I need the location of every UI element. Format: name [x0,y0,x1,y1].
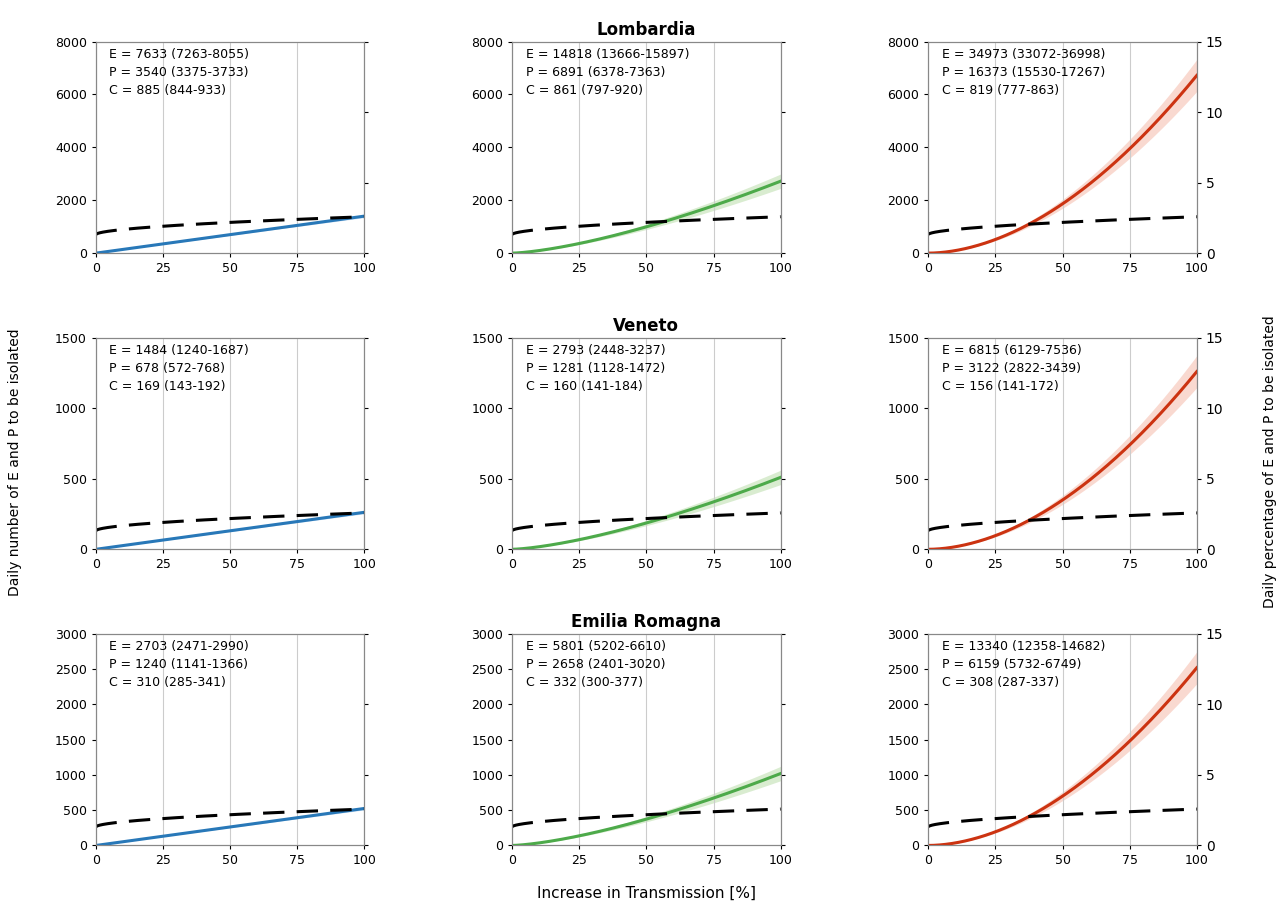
Text: E = 7633 (7263-8055)
P = 3540 (3375-3733)
C = 885 (844-933): E = 7633 (7263-8055) P = 3540 (3375-3733… [109,48,250,97]
Text: E = 34973 (33072-36998)
P = 16373 (15530-17267)
C = 819 (777-863): E = 34973 (33072-36998) P = 16373 (15530… [942,48,1105,97]
Text: E = 2793 (2448-3237)
P = 1281 (1128-1472)
C = 160 (141-184): E = 2793 (2448-3237) P = 1281 (1128-1472… [526,344,666,393]
Text: E = 5801 (5202-6610)
P = 2658 (2401-3020)
C = 332 (300-377): E = 5801 (5202-6610) P = 2658 (2401-3020… [526,640,666,689]
Title: Veneto: Veneto [613,317,680,334]
Text: E = 14818 (13666-15897)
P = 6891 (6378-7363)
C = 861 (797-920): E = 14818 (13666-15897) P = 6891 (6378-7… [526,48,689,97]
Text: E = 2703 (2471-2990)
P = 1240 (1141-1366)
C = 310 (285-341): E = 2703 (2471-2990) P = 1240 (1141-1366… [109,640,250,689]
Text: E = 1484 (1240-1687)
P = 678 (572-768)
C = 169 (143-192): E = 1484 (1240-1687) P = 678 (572-768) C… [109,344,250,393]
Text: Daily number of E and P to be isolated: Daily number of E and P to be isolated [9,328,22,596]
Title: Emilia Romagna: Emilia Romagna [571,613,722,631]
Text: Increase in Transmission [%]: Increase in Transmission [%] [536,886,756,901]
Title: Lombardia: Lombardia [596,20,696,39]
Text: Daily percentage of E and P to be isolated: Daily percentage of E and P to be isolat… [1263,316,1276,608]
Text: E = 6815 (6129-7536)
P = 3122 (2822-3439)
C = 156 (141-172): E = 6815 (6129-7536) P = 3122 (2822-3439… [942,344,1082,393]
Text: E = 13340 (12358-14682)
P = 6159 (5732-6749)
C = 308 (287-337): E = 13340 (12358-14682) P = 6159 (5732-6… [942,640,1105,689]
